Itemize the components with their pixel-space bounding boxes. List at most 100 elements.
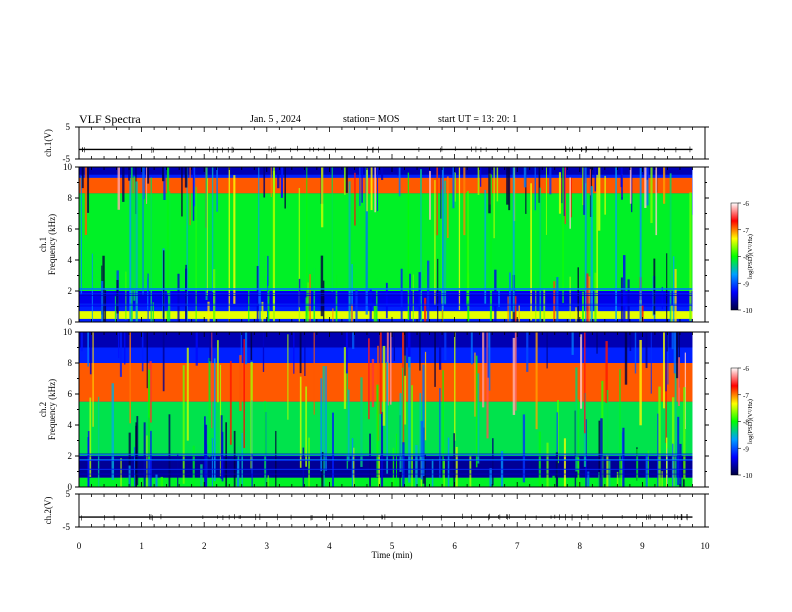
spectrogram-streak: [206, 178, 208, 297]
spectrogram-streak: [346, 370, 349, 470]
start-time-label: start UT = 13: 20: 1: [438, 114, 518, 125]
spectrogram-streak: [375, 278, 378, 322]
spectrogram-streak: [332, 308, 334, 322]
spectrogram-streak: [309, 274, 311, 322]
spectrogram-streak: [549, 167, 552, 195]
spectrogram-streak: [657, 413, 659, 487]
spectrogram-streak: [313, 332, 315, 415]
spectrogram-streak: [619, 369, 621, 487]
spectrogram-streak: [141, 332, 144, 372]
spectrogram-streak: [308, 437, 310, 487]
spectrogram-streak: [606, 454, 609, 487]
spectrogram-streak: [89, 397, 92, 477]
spectrogram-streak: [393, 332, 396, 362]
spectrogram-streak: [489, 468, 492, 487]
spectrogram-streak: [118, 332, 120, 359]
spectrogram-streak: [420, 169, 422, 322]
spectrogram-streak: [645, 454, 648, 487]
spectrogram-streak: [436, 167, 439, 236]
spectrogram-streak: [474, 352, 476, 417]
spectrogram-streak: [442, 370, 444, 483]
spectrogram-streak: [149, 430, 152, 487]
spectrogram-streak: [556, 277, 559, 322]
spectrogram-streak: [354, 172, 356, 226]
spectrogram-streak: [600, 418, 603, 487]
spectrogram-streak: [398, 167, 401, 197]
spectrogram-streak: [89, 332, 92, 375]
spectrogram-streak: [133, 447, 136, 487]
spectrogram-streak: [355, 290, 358, 322]
spectrogram-streak: [92, 332, 94, 427]
spectrogram-streak: [594, 272, 597, 322]
spectrogram-streak: [477, 167, 480, 196]
spectrogram-streak: [558, 172, 562, 214]
spectrogram-streak: [629, 167, 632, 204]
y-tick-label: 8: [68, 193, 73, 203]
spectrogram-streak: [488, 332, 491, 391]
spectrogram-streak: [441, 297, 444, 322]
spectrogram-streak: [146, 167, 148, 204]
spectrogram-streak: [408, 356, 411, 483]
spectrogram-streak: [563, 167, 566, 217]
spectrogram-streak: [646, 167, 649, 180]
spectrogram-streak: [420, 420, 424, 480]
spectrogram-streak: [454, 172, 456, 202]
panel-ch2-spec: 0 2 4 6 8 10 ch.2 Frequency (kHz) -6 -7 -8 -9 -10 log…: [38, 327, 754, 492]
spectrogram-streak: [650, 167, 653, 224]
spectrogram-streak: [508, 167, 511, 211]
spectrogram-streak: [634, 332, 637, 374]
spectrogram-streak: [539, 187, 542, 322]
spectrogram-streak: [261, 301, 264, 322]
spectrogram-streak: [376, 167, 379, 212]
spectrogram-streak: [368, 177, 370, 194]
spectrogram-streak: [229, 360, 232, 445]
spectrogram-streak: [209, 332, 212, 362]
spectrogram-streak: [498, 290, 500, 307]
spectrogram-streak: [182, 365, 185, 484]
spectrogram-streak: [211, 438, 213, 487]
spectrogram-streak: [653, 258, 656, 315]
spectrogram-streak: [616, 471, 619, 487]
spectrogram-streak: [604, 175, 606, 215]
spectrogram-streak: [422, 364, 425, 476]
spectrogram-streak: [650, 332, 652, 394]
spectrogram-streak: [272, 167, 275, 322]
spectrogram-streak: [443, 459, 445, 487]
spectrogram-streak: [434, 332, 436, 387]
spectrogram-streak: [508, 272, 511, 322]
spectrogram-streak: [376, 384, 379, 478]
spectrogram-streak: [409, 273, 411, 322]
spectrogram-streak: [332, 412, 334, 487]
spectrogram-streak: [370, 167, 373, 211]
spectrogram-streak: [412, 274, 414, 322]
spectrogram-streak: [671, 443, 674, 487]
spectrogram-streak: [636, 448, 639, 487]
spectrogram-streak: [221, 431, 224, 482]
spectrogram-streak: [166, 310, 169, 322]
spectrogram-streak: [163, 167, 166, 200]
y-tick-label: 4: [68, 420, 73, 430]
spectrogram-streak: [666, 253, 668, 322]
spectrogram-streak: [392, 447, 395, 487]
spectrogram-streak: [477, 373, 480, 464]
colorbar-tick-label: -10: [743, 472, 753, 480]
spectrogram-streak: [136, 416, 139, 486]
spectrogram-streak: [192, 445, 195, 487]
spectrogram-streak: [135, 181, 138, 322]
spectrogram-streak: [569, 276, 571, 322]
spectrogram-streak: [526, 332, 529, 372]
spectrogram-streak: [418, 272, 421, 320]
channel-label: ch.1: [38, 237, 48, 252]
spectrogram-streak: [639, 339, 642, 426]
spectrogram-streak: [142, 167, 144, 295]
spectrogram-streak: [84, 167, 88, 235]
spectrogram-streak: [446, 176, 449, 238]
spectrogram-streak: [598, 472, 600, 487]
spectrogram-streak: [598, 167, 601, 231]
spectrogram-streak: [402, 367, 404, 487]
y-tick-label: -5: [63, 522, 71, 532]
spectrogram-streak: [453, 433, 455, 487]
spectrogram-streak: [239, 355, 242, 411]
spectrogram-streak: [624, 332, 628, 385]
spectrogram-streak: [569, 177, 571, 229]
